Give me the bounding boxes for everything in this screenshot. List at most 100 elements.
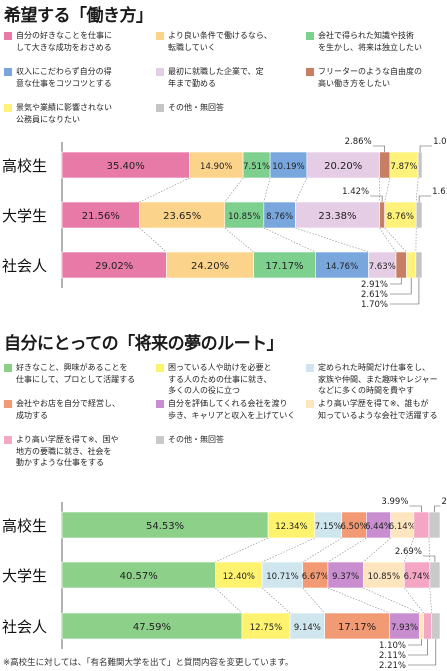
legend-item: 自分の好きなことを仕事に して大きな成功をおさめる xyxy=(4,30,154,53)
legend-label: フリーターのような自由度の 高い働き方をしたい xyxy=(318,67,422,88)
connector-line xyxy=(295,177,308,203)
legend-item: より高い学歴を得て※、国や 地方の要職に就き、社会を 動かすような仕事をする xyxy=(4,434,154,469)
data-label: 1.10% xyxy=(379,641,406,651)
bar-segment xyxy=(61,612,243,640)
legend-swatch xyxy=(156,364,164,372)
data-label: 7.51% xyxy=(243,162,270,172)
legend-swatch xyxy=(4,400,12,408)
legend-item: フリーターのような自由度の 高い働き方をしたい xyxy=(306,66,446,89)
data-label: 47.59% xyxy=(133,622,171,633)
legend-item: 景気や業績に影響されない 公務員になりたい xyxy=(4,102,154,125)
data-label: 14.76% xyxy=(326,262,358,272)
bar-segment xyxy=(306,151,380,179)
connector-line xyxy=(263,227,316,253)
legend-swatch xyxy=(156,32,164,40)
category-label: 大学生 xyxy=(2,567,47,585)
legend-swatch xyxy=(306,400,314,408)
data-label: 1.07% xyxy=(433,137,447,147)
bar-segment xyxy=(315,251,369,279)
chart2-title: 自分にとっての「将来の夢のルート」 xyxy=(4,334,284,354)
data-label: 23.65% xyxy=(163,211,201,222)
legend-swatch xyxy=(156,68,164,76)
data-label: 9.14% xyxy=(294,623,321,633)
data-label: 1.42% xyxy=(342,187,369,197)
connector-line xyxy=(415,177,419,203)
data-label: 10.19% xyxy=(272,162,304,172)
bar-segment xyxy=(379,151,391,179)
data-label: 6.44% xyxy=(365,522,392,532)
bar-segment xyxy=(295,201,380,229)
legend-label: 会社やお店を自分で経営し、 成功する xyxy=(16,399,120,420)
data-label: 17.17% xyxy=(338,622,376,633)
bar-segment xyxy=(417,151,423,179)
legend-label: 困っている人や助けを必要と する人のための仕事に就き、 多くの人の役に立つ xyxy=(168,363,272,395)
bar-segment xyxy=(269,151,308,179)
data-label: 6.14% xyxy=(389,522,416,532)
legend-swatch xyxy=(4,104,12,112)
data-label: 7.15% xyxy=(315,522,342,532)
bar-segment xyxy=(139,201,226,229)
data-label: 3.99% xyxy=(381,497,408,507)
bar-segment xyxy=(413,511,430,539)
legend-label: より高い学歴を得て※、誰もが 知っているような会社で活躍する xyxy=(318,399,438,420)
connector-line xyxy=(404,587,424,614)
connector-line xyxy=(263,177,271,203)
footnote: ※高校生に対しては、「有名難関大学を出て」と質問内容を変更しています。 xyxy=(3,658,294,668)
legend-label: 最初に就職した企業で、定 年まで勤める xyxy=(168,67,264,88)
connector-line xyxy=(363,537,391,563)
data-label: 7.63% xyxy=(369,262,396,272)
bar-segment xyxy=(302,561,329,589)
connector-line xyxy=(139,177,190,203)
data-label: 9.37% xyxy=(332,572,359,582)
label-leader xyxy=(408,639,437,666)
data-label: 2.21% xyxy=(379,661,406,671)
connector-line xyxy=(215,587,243,614)
data-label: 8.76% xyxy=(266,212,293,222)
bar-segment xyxy=(423,612,432,640)
data-label: 20.20% xyxy=(324,161,362,172)
legend-label: その他・無回答 xyxy=(168,103,224,112)
data-label: 10.71% xyxy=(266,572,298,582)
legend-label: 自分の好きなことを仕事に して大きな成功をおさめる xyxy=(16,31,112,52)
connector-line xyxy=(224,177,244,203)
legend-item: 収入にこだわらず自分の得 意な仕事をコツコツとする xyxy=(4,66,154,89)
data-label: 2.91% xyxy=(361,280,388,290)
legend-item: その他・無回答 xyxy=(156,102,306,114)
bar-segment xyxy=(61,201,140,229)
data-label: 54.53% xyxy=(146,521,184,532)
connector-line xyxy=(295,227,369,253)
label-leader xyxy=(418,195,432,202)
data-label: 6.67% xyxy=(302,572,329,582)
bar-segment xyxy=(406,251,417,279)
bar-segment xyxy=(215,561,263,589)
legend-label: 会社で得られた知識や技術 を生かし、将来は独立したい xyxy=(318,31,422,52)
bar-segment xyxy=(431,612,441,640)
legend-label: 自分を評価してくれる会社を渡り 歩き、キャリアと収入を上げていく xyxy=(168,399,296,420)
label-leader xyxy=(409,505,422,512)
chart1-title: 希望する「働き方」 xyxy=(4,6,153,26)
connector-line xyxy=(302,537,342,563)
legend-swatch xyxy=(4,364,12,372)
label-leader xyxy=(370,195,383,202)
connector-line xyxy=(302,587,325,614)
legend-swatch xyxy=(156,436,164,444)
bar-segment xyxy=(61,151,190,179)
legend-swatch xyxy=(4,68,12,76)
data-label: 7.87% xyxy=(390,162,417,172)
label-leader xyxy=(390,278,402,285)
legend-item: 定められた時間だけ仕事をし、 家族や仲間、また趣味やレジャー などに多くの時間を… xyxy=(306,362,446,397)
data-label: 10.85% xyxy=(368,572,400,582)
category-label: 大学生 xyxy=(2,207,47,225)
label-leader xyxy=(408,639,422,646)
bar-segment xyxy=(415,251,423,279)
data-label: 17.17% xyxy=(265,261,303,272)
legend-item: 会社で得られた知識や技術 を生かし、将来は独立したい xyxy=(306,30,446,53)
data-label: 2.92% xyxy=(441,497,447,507)
data-label: 1.70% xyxy=(361,300,388,310)
legend-swatch xyxy=(156,104,164,112)
bar-segment xyxy=(242,151,271,179)
bar-segment xyxy=(189,151,244,179)
bar-segment xyxy=(61,251,167,279)
legend-label: 景気や業績に影響されない 公務員になりたい xyxy=(16,103,112,124)
